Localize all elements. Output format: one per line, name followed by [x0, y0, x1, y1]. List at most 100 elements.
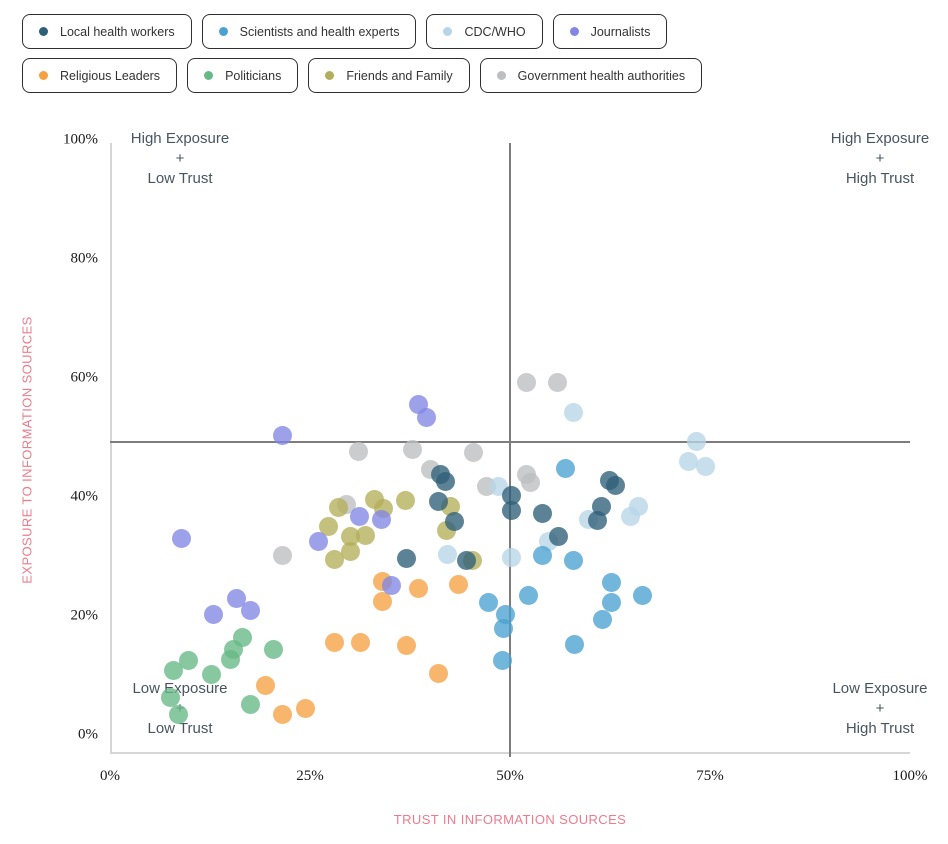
data-point-journalists: [350, 506, 370, 526]
x-axis-title: TRUST IN INFORMATION SOURCES: [393, 812, 627, 827]
data-point-scientists-and-health-experts: [555, 458, 575, 478]
data-point-friends-and-family: [325, 549, 345, 569]
y-tick-label: 0%: [78, 726, 98, 743]
data-point-politicians: [163, 660, 183, 680]
data-point-journalists: [240, 600, 260, 620]
data-point-journalists: [226, 588, 246, 608]
data-point-local-health-workers: [397, 548, 417, 568]
data-point-government-health-authorities: [463, 443, 483, 463]
legend-item-label: Local health workers: [60, 24, 175, 39]
data-point-local-health-workers: [445, 511, 465, 531]
legend-item-label: Government health authorities: [517, 68, 686, 83]
data-point-government-health-authorities: [547, 373, 567, 393]
x-tick-label: 25%: [296, 768, 324, 784]
quadrant-label-low-exposure-high-trust: Low Exposure + High Trust: [832, 680, 928, 737]
data-point-government-health-authorities: [348, 441, 368, 461]
data-point-friends-and-family: [340, 542, 360, 562]
data-point-local-health-workers: [591, 497, 611, 517]
legend-item-label: Scientists and health experts: [239, 24, 400, 39]
data-point-friends-and-family: [340, 526, 360, 546]
y-axis-line: [110, 143, 112, 752]
data-point-friends-and-family: [329, 497, 349, 517]
data-point-journalists: [382, 575, 402, 595]
data-point-cdc-who: [438, 545, 458, 565]
y-tick-label: 80%: [70, 250, 99, 267]
data-point-journalists: [272, 425, 292, 445]
x-tick-label: 50%: [496, 768, 524, 784]
data-point-religious-leaders: [273, 705, 293, 725]
legend-color-dot-icon: [204, 71, 214, 80]
data-point-religious-leaders: [295, 699, 315, 719]
legend-item-government-health-authorities[interactable]: Government health authorities: [479, 58, 703, 93]
data-point-friends-and-family: [395, 491, 415, 511]
y-tick-label: 60%: [70, 369, 99, 386]
legend-item-cdc-who[interactable]: CDC/WHO: [426, 14, 543, 49]
data-point-religious-leaders: [408, 578, 428, 598]
legend-item-religious-leaders[interactable]: Religious Leaders: [22, 58, 178, 93]
data-point-religious-leaders: [396, 635, 416, 655]
data-point-journalists: [417, 408, 437, 428]
data-point-religious-leaders: [325, 633, 345, 653]
data-point-religious-leaders: [255, 675, 275, 695]
data-point-local-health-workers: [606, 475, 626, 495]
data-point-scientists-and-health-experts: [564, 635, 584, 655]
data-point-scientists-and-health-experts: [563, 551, 583, 571]
legend-item-label: Religious Leaders: [60, 68, 161, 83]
data-point-cdc-who: [686, 432, 706, 452]
data-point-cdc-who: [678, 451, 698, 471]
data-point-politicians: [263, 640, 283, 660]
quadrant-label-high-exposure-high-trust: High Exposure + High Trust: [830, 130, 930, 187]
data-point-scientists-and-health-experts: [602, 573, 622, 593]
data-point-scientists-and-health-experts: [592, 610, 612, 630]
legend-item-label: Friends and Family: [346, 68, 453, 83]
data-point-journalists: [371, 509, 391, 529]
legend-item-friends-and-family[interactable]: Friends and Family: [308, 58, 470, 93]
legend-item-journalists[interactable]: Journalists: [552, 14, 668, 49]
legend-item-local-health-workers[interactable]: Local health workers: [22, 14, 192, 49]
data-point-cdc-who: [563, 403, 583, 422]
legend: Local health workers Scientists and healt…: [22, 14, 703, 93]
legend-color-dot-icon: [443, 27, 453, 36]
data-point-government-health-authorities: [402, 439, 422, 459]
data-point-friends-and-family: [318, 517, 338, 537]
legend-item-label: CDC/WHO: [464, 24, 526, 39]
data-point-religious-leaders: [428, 664, 448, 684]
data-point-journalists: [171, 529, 191, 549]
legend-color-dot-icon: [325, 71, 335, 80]
data-point-religious-leaders: [372, 591, 392, 611]
legend-item-politicians[interactable]: Politicians: [187, 58, 299, 93]
data-point-friends-and-family: [355, 526, 375, 546]
data-point-scientists-and-health-experts: [494, 618, 514, 638]
data-point-politicians: [202, 664, 222, 684]
data-point-government-health-authorities: [521, 473, 541, 493]
legend-item-label: Politicians: [225, 68, 282, 83]
data-point-scientists-and-health-experts: [495, 604, 515, 624]
data-point-scientists-and-health-experts: [518, 586, 538, 606]
data-point-politicians: [178, 650, 198, 670]
legend-item-scientists-and-health-experts[interactable]: Scientists and health experts: [201, 14, 417, 49]
y-tick-label: 100%: [63, 131, 98, 148]
data-point-local-health-workers: [435, 472, 455, 492]
legend-item-label: Journalists: [590, 24, 651, 39]
data-point-religious-leaders: [448, 574, 468, 594]
data-point-government-health-authorities: [272, 545, 292, 565]
data-point-government-health-authorities: [517, 373, 537, 393]
vertical-reference-line: [509, 143, 511, 757]
data-point-scientists-and-health-experts: [478, 592, 498, 612]
data-point-scientists-and-health-experts: [532, 545, 552, 565]
data-point-journalists: [308, 532, 328, 552]
data-point-scientists-and-health-experts: [633, 585, 653, 605]
data-point-religious-leaders: [350, 633, 370, 653]
x-tick-label: 75%: [696, 768, 724, 784]
legend-color-dot-icon: [569, 27, 579, 36]
data-point-local-health-workers: [502, 485, 522, 505]
data-point-politicians: [240, 694, 260, 714]
data-point-scientists-and-health-experts: [493, 651, 513, 671]
quadrant-label-high-exposure-low-trust: High Exposure + Low Trust: [130, 130, 230, 187]
y-tick-label: 20%: [70, 607, 99, 624]
legend-color-dot-icon: [39, 27, 48, 36]
data-point-cdc-who: [695, 456, 715, 476]
x-tick-label: 0%: [100, 768, 120, 784]
data-point-politicians: [233, 627, 253, 647]
